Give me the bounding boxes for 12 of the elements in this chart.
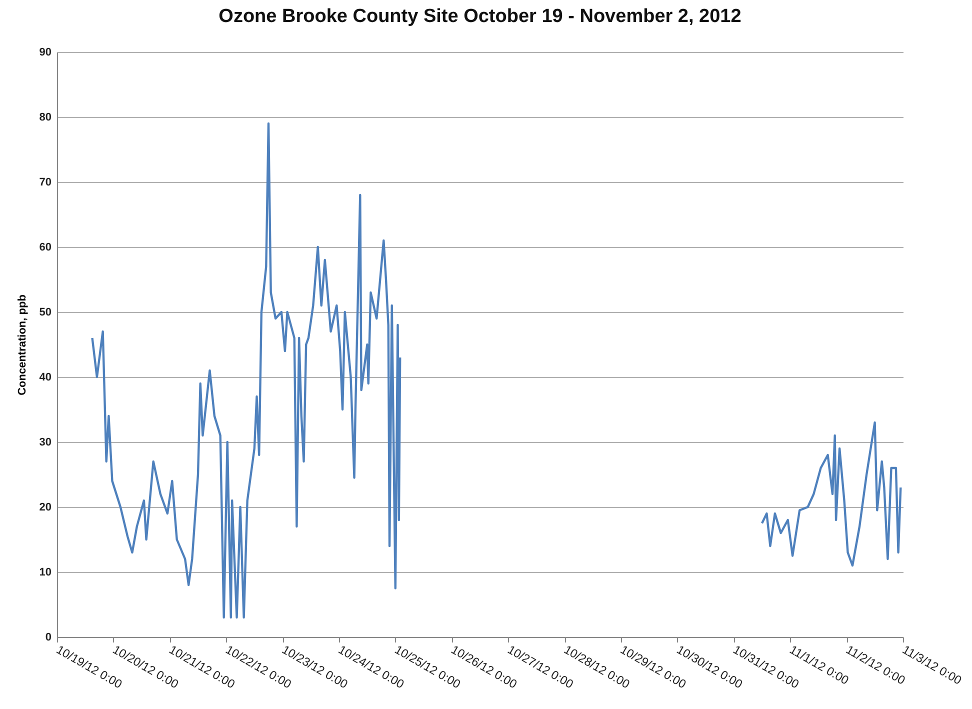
y-axis-title: Concentration, ppb (16, 294, 28, 396)
y-tick-label: 10 (39, 566, 52, 578)
y-tick-label: 50 (39, 306, 52, 318)
y-tick-label: 20 (39, 502, 52, 514)
y-tick-label: 70 (39, 176, 52, 188)
y-tick-label: 90 (39, 46, 52, 58)
y-tick-label: 80 (39, 112, 52, 124)
y-tick-label: 40 (39, 372, 52, 384)
y-tick-label: 30 (39, 436, 52, 448)
y-tick-label: 0 (45, 632, 52, 644)
y-tick-label: 60 (39, 242, 52, 254)
chart-title: Ozone Brooke County Site October 19 - November 2, 2012 (218, 6, 742, 27)
